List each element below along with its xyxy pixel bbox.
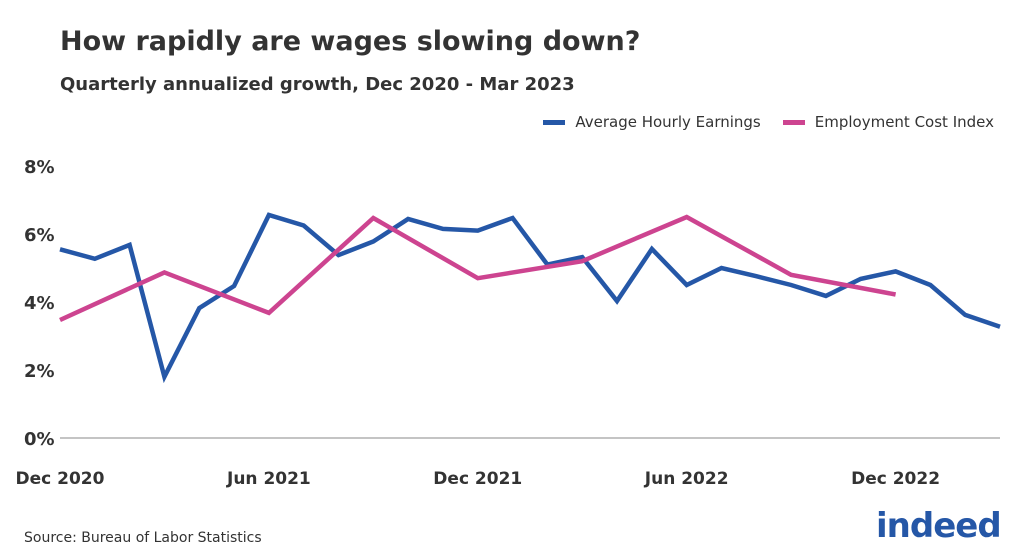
chart-subtitle: Quarterly annualized growth, Dec 2020 - … [60,74,575,95]
x-tick-label: Jun 2021 [226,469,311,489]
x-tick-label: Dec 2022 [851,469,940,489]
legend-item-ahe: Average Hourly Earnings [543,113,761,131]
legend-label-eci: Employment Cost Index [814,113,994,131]
y-tick-label: 0% [24,429,55,450]
y-tick-label: 4% [24,293,55,314]
y-tick-label: 6% [24,225,55,246]
legend: Average Hourly Earnings Employment Cost … [543,113,994,131]
chart-title: How rapidly are wages slowing down? [60,26,641,57]
legend-swatch-ahe [543,119,566,125]
legend-swatch-eci [782,119,805,125]
legend-label-ahe: Average Hourly Earnings [575,113,761,131]
x-tick-label: Dec 2021 [433,469,522,489]
y-tick-label: 8% [24,157,55,178]
y-tick-label: 2% [24,361,55,382]
indeed-logo: indeed [876,506,1002,546]
source-note: Source: Bureau of Labor Statistics [24,530,262,546]
x-tick-label: Dec 2020 [16,469,105,489]
legend-item-eci: Employment Cost Index [782,113,994,131]
x-tick-label: Jun 2022 [644,469,729,489]
series-line-average-hourly-earnings [59,212,1001,384]
